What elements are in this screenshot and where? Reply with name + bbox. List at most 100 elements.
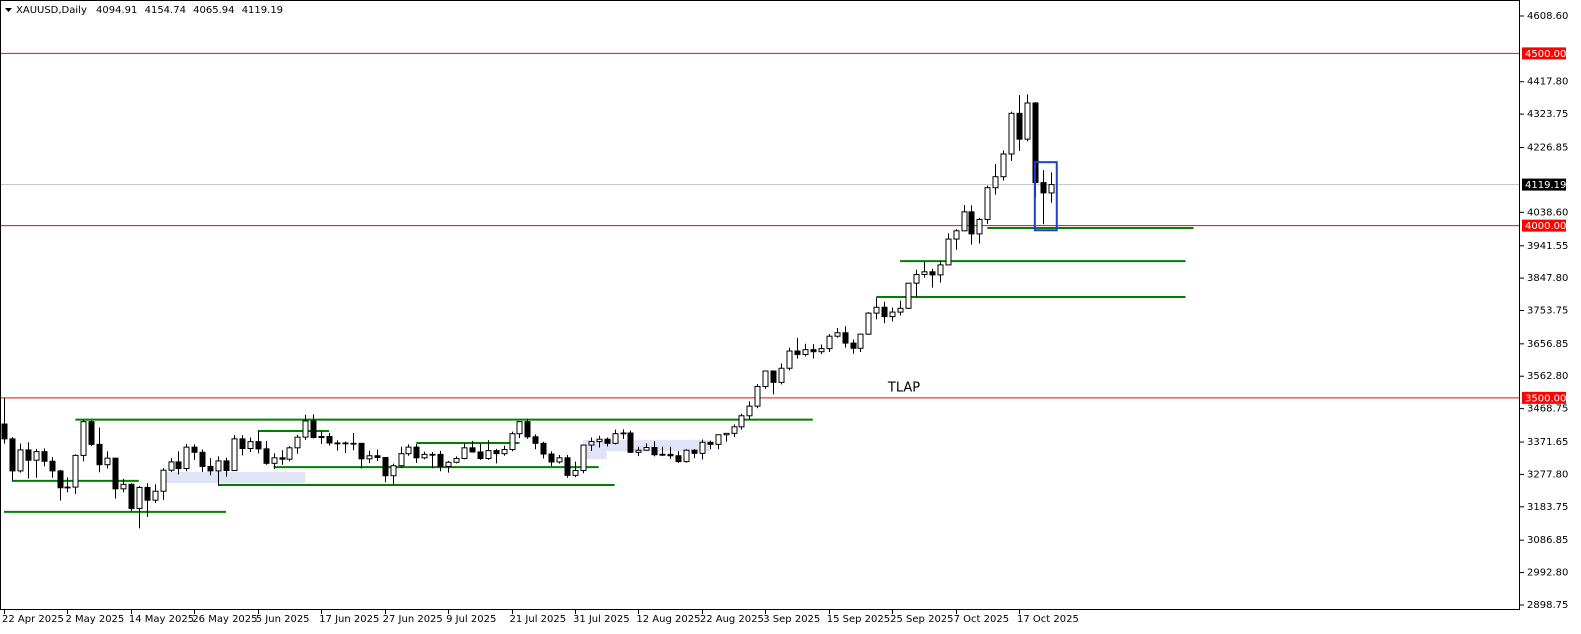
candle-body — [921, 271, 928, 276]
candle-body — [413, 446, 420, 459]
candle-body — [286, 447, 293, 460]
candle-body — [366, 455, 373, 460]
y-tick-label: 3277.80 — [1527, 469, 1568, 480]
candle-body — [810, 349, 817, 353]
candle-body — [207, 465, 214, 472]
candle-body — [485, 450, 492, 459]
candle-body — [17, 449, 24, 472]
candle-body — [1000, 153, 1007, 178]
candle-body — [33, 451, 40, 461]
x-tick-label: 31 Jul 2025 — [573, 614, 630, 625]
candle-body — [104, 457, 111, 466]
candle-body — [144, 486, 151, 501]
candle-body — [1024, 102, 1031, 140]
y-tick-label: 3183.75 — [1527, 502, 1568, 513]
candle-body — [770, 370, 777, 383]
x-tick-label: 17 Jun 2025 — [319, 614, 379, 625]
candle-body — [279, 457, 286, 460]
candle-body — [239, 438, 246, 450]
candle-body — [556, 457, 563, 463]
candle-body — [175, 461, 182, 469]
candle-body — [199, 451, 206, 467]
quote-high: 4154.74 — [145, 5, 186, 16]
candle-body — [263, 448, 270, 464]
candle-body — [231, 438, 238, 472]
candle-body — [1040, 182, 1047, 194]
candle-body — [746, 405, 753, 417]
candle-body — [120, 483, 127, 490]
x-tick-label: 27 Jun 2025 — [383, 614, 443, 625]
candle-body — [802, 349, 809, 355]
candle-body — [826, 335, 833, 350]
candle-body — [358, 442, 365, 460]
candle-body — [326, 435, 333, 444]
candle-body — [461, 447, 468, 459]
symbol: XAUUSD,Daily — [16, 5, 87, 16]
candle-body — [437, 453, 444, 467]
y-tick-label: 3656.85 — [1527, 339, 1568, 350]
candle-body — [1008, 112, 1015, 155]
candle-body — [501, 449, 508, 455]
x-tick-label: 2 May 2025 — [65, 614, 124, 625]
x-tick-label: 7 Oct 2025 — [954, 614, 1009, 625]
last-price-label-box — [1522, 178, 1566, 191]
candle-body — [715, 434, 722, 445]
candle-body — [659, 453, 666, 456]
y-tick-label: 4038.60 — [1527, 207, 1568, 218]
candle-body — [294, 436, 301, 449]
quote-close: 4119.19 — [242, 5, 283, 16]
x-tick-label: 22 Aug 2025 — [700, 614, 764, 625]
x-tick-label: 17 Oct 2025 — [1017, 614, 1079, 625]
candle-body — [818, 348, 825, 353]
axes: 4608.60 4417.80 4323.75 4226.85 4038.60 3941.… — [2, 11, 1568, 625]
candle-body — [540, 442, 547, 455]
y-tick-label: 2992.80 — [1527, 568, 1568, 579]
y-tick-label: 3847.80 — [1527, 273, 1568, 284]
y-tick-label: 2898.75 — [1527, 600, 1568, 611]
candle-body — [532, 436, 539, 444]
candle-body — [72, 454, 79, 488]
candle-body — [96, 443, 103, 466]
candle-body — [572, 470, 579, 476]
candle-body — [1016, 112, 1023, 140]
candle-body — [302, 420, 309, 438]
candle-body — [429, 453, 436, 456]
candle-body — [754, 386, 761, 407]
candle-body — [857, 333, 864, 349]
candle-body — [49, 460, 56, 472]
candle-body — [516, 421, 523, 435]
candle-body — [731, 426, 738, 434]
y-tick-label: 3941.55 — [1527, 241, 1568, 252]
candle-body — [183, 446, 190, 469]
x-tick-label: 15 Sep 2025 — [827, 614, 890, 625]
header: XAUUSD,Daily 4094.91 4154.74 4065.94 411… — [16, 5, 283, 16]
candle-body — [57, 470, 64, 489]
candle-body — [762, 370, 769, 388]
candle-body — [651, 446, 658, 456]
candle-body — [897, 307, 904, 313]
y-tick-label: 3086.85 — [1527, 535, 1568, 546]
quote-open: 4094.91 — [96, 5, 137, 16]
candle-body — [937, 264, 944, 276]
candle-body — [390, 465, 397, 477]
candle-body — [128, 483, 135, 509]
level-label-box — [1522, 47, 1566, 60]
candle-body — [929, 271, 936, 276]
candle-body — [596, 438, 603, 443]
candle-body — [588, 441, 595, 446]
candle-body — [112, 457, 119, 490]
highlight-box — [1033, 161, 1058, 232]
candle-body — [405, 446, 412, 455]
y-tick-label: 3562.80 — [1527, 371, 1568, 382]
candle-body — [699, 441, 706, 454]
candle-body — [627, 432, 634, 453]
candle-body — [723, 432, 730, 436]
candle-body — [794, 350, 801, 355]
candle-body — [548, 453, 555, 463]
candle-body — [564, 457, 571, 476]
candle-body — [945, 238, 952, 266]
candle-body — [350, 442, 357, 445]
